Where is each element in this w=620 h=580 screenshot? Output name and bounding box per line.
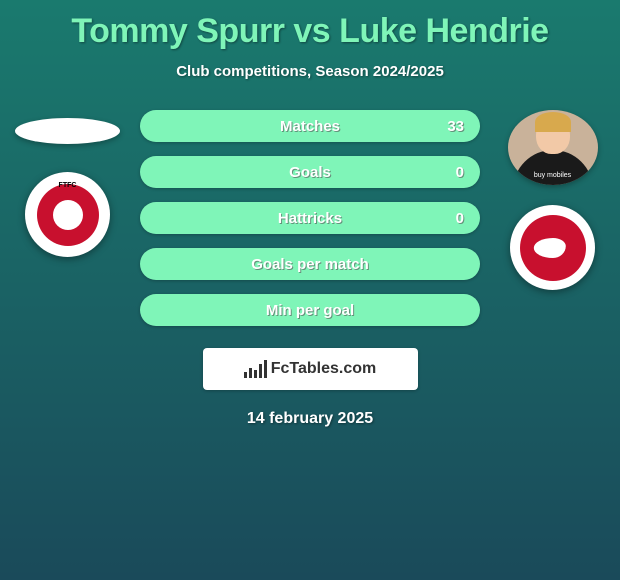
stat-row-min-per-goal: Min per goal bbox=[140, 294, 480, 326]
comparison-title: Tommy Spurr vs Luke Hendrie bbox=[0, 0, 620, 51]
fleetwood-icon bbox=[37, 184, 99, 246]
brand-box: FcTables.com bbox=[203, 348, 418, 390]
stat-label: Goals per match bbox=[251, 256, 369, 273]
brand-chart-icon bbox=[244, 360, 267, 378]
player1-avatar bbox=[15, 118, 120, 144]
stat-row-goals: Goals 0 bbox=[140, 156, 480, 188]
stat-row-matches: Matches 33 bbox=[140, 110, 480, 142]
content-area: buy mobiles Matches 33 Goals 0 Hattricks… bbox=[0, 110, 620, 340]
stat-right-value: 33 bbox=[447, 118, 464, 135]
player2-avatar: buy mobiles bbox=[508, 110, 598, 185]
morecambe-icon bbox=[520, 215, 586, 281]
stat-label: Hattricks bbox=[278, 210, 342, 227]
subtitle: Club competitions, Season 2024/2025 bbox=[0, 63, 620, 80]
stat-row-goals-per-match: Goals per match bbox=[140, 248, 480, 280]
player1-name: Tommy Spurr bbox=[71, 12, 284, 50]
stat-label: Goals bbox=[289, 164, 331, 181]
stat-right-value: 0 bbox=[456, 164, 464, 181]
stat-right-value: 0 bbox=[456, 210, 464, 227]
club-badge-morecambe bbox=[510, 205, 595, 290]
left-column bbox=[10, 110, 125, 257]
avatar-body bbox=[513, 150, 593, 185]
vs-text: vs bbox=[293, 12, 330, 50]
shirt-text: buy mobiles bbox=[534, 172, 571, 179]
stat-row-hattricks: Hattricks 0 bbox=[140, 202, 480, 234]
avatar-hair bbox=[535, 112, 571, 132]
player2-name: Luke Hendrie bbox=[339, 12, 548, 50]
club-badge-fleetwood bbox=[25, 172, 110, 257]
stat-label: Matches bbox=[280, 118, 340, 135]
right-column: buy mobiles bbox=[495, 110, 610, 290]
stat-label: Min per goal bbox=[266, 302, 354, 319]
stats-table: Matches 33 Goals 0 Hattricks 0 Goals per… bbox=[140, 110, 480, 340]
brand-text: FcTables.com bbox=[271, 360, 377, 378]
date: 14 february 2025 bbox=[0, 410, 620, 428]
